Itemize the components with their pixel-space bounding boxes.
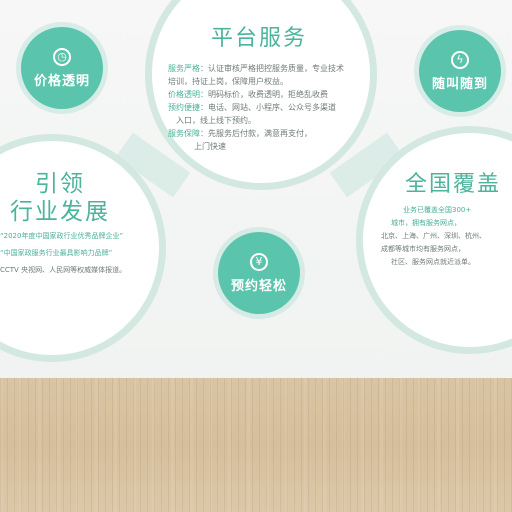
lead-text: “2020年度中国家政行业优秀品牌企业” “中国家政服务行业最具影响力品牌” C… (0, 228, 160, 279)
booking-badge: ¥ 预约轻松 (218, 232, 300, 314)
clock-icon: ◷ (53, 47, 71, 66)
platform-title: 平台服务 (210, 26, 307, 51)
lead-line: CCTV 央视网、人民网等权威媒体报道。 (0, 266, 127, 274)
instant-badge-label: 随叫随到 (431, 76, 488, 92)
national-line: 社区、服务网点就近派单。 (391, 258, 475, 266)
lead-title-line1: 引领 (35, 171, 85, 197)
price-badge-label: 价格透明 (33, 73, 90, 89)
national-line: 城市，拥有服务网点， (391, 219, 461, 227)
booking-badge-label: 预约轻松 (230, 278, 287, 294)
platform-ring (145, 0, 377, 190)
lead-line: “2020年度中国家政行业优秀品牌企业” (0, 232, 124, 240)
instant-badge: ϟ 随叫随到 (419, 30, 501, 112)
national-line: 业务已覆盖全国300+ (403, 206, 472, 214)
wood-floor (0, 378, 512, 512)
platform-line: 培训，持证上岗，保障用户权益。 (168, 77, 288, 86)
lead-line: “中国家政服务行业最具影响力品牌” (0, 249, 113, 257)
platform-text: 服务严格：认证审核严格把控服务质量，专业技术 培训，持证上岗，保障用户权益。 价… (168, 62, 358, 153)
platform-line: 价格透明：明码标价，收费透明，拒绝乱收费 (168, 90, 328, 99)
platform-line: 上门快速 (194, 142, 226, 151)
yen-icon: ¥ (250, 252, 268, 271)
lead-title-line2: 行业发展 (10, 199, 110, 225)
platform-line: 入口，线上线下预约。 (176, 116, 256, 125)
national-line: 北京、上海、广州、深圳、杭州、 (381, 232, 486, 240)
national-title: 全国覆盖 (405, 172, 502, 197)
poster: ◷ 价格透明 ϟ 随叫随到 ¥ 预约轻松 平台服务 服务严格：认证审核严格把控服… (0, 0, 512, 380)
price-badge: ◷ 价格透明 (21, 27, 103, 109)
lightning-icon: ϟ (451, 50, 469, 69)
national-line: 成都等城市均有服务网点， (381, 245, 465, 253)
platform-line: 预约便捷：电话、网站、小程序、公众号多渠道 (168, 103, 336, 112)
national-text: 业务已覆盖全国300+ 城市，拥有服务网点， 北京、上海、广州、深圳、杭州、 成… (381, 204, 512, 269)
platform-line: 服务严格：认证审核严格把控服务质量，专业技术 (168, 64, 344, 73)
platform-line: 服务保障：先服务后付款，满意再支付， (168, 129, 312, 138)
